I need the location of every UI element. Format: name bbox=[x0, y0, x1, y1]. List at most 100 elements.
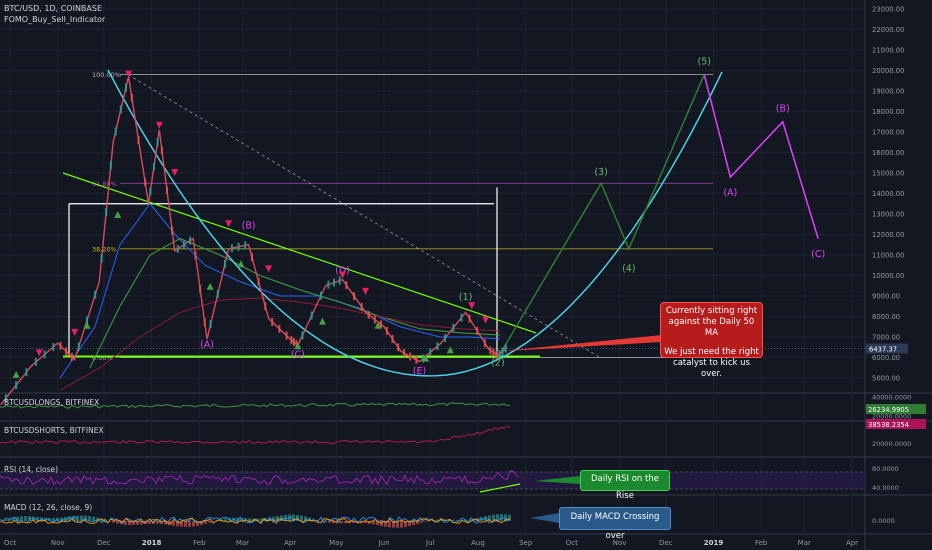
ma-callout-line: catalyst to kick us over. bbox=[673, 358, 750, 379]
macd-histogram-bar bbox=[352, 521, 355, 523]
ma-callout-line bbox=[663, 339, 760, 347]
candle-body bbox=[333, 278, 336, 287]
macd-histogram-bar bbox=[316, 519, 319, 521]
macd-histogram-bar bbox=[408, 521, 411, 527]
rsi-callout: Daily RSI on the Rise bbox=[580, 470, 670, 501]
candle-body bbox=[495, 350, 498, 359]
chart-symbol: BTC/USD, 1D, COINBASE bbox=[4, 4, 103, 13]
candle-body bbox=[345, 281, 348, 290]
macd-histogram-bar bbox=[44, 517, 47, 521]
macd-histogram-bar bbox=[424, 521, 427, 522]
macd-histogram-bar bbox=[32, 516, 35, 521]
longs-tick-label: 20000.0000 bbox=[872, 413, 911, 421]
candle-body bbox=[250, 253, 253, 262]
macd-signal-line bbox=[0, 517, 511, 525]
x-tick-label: Mar bbox=[798, 539, 811, 547]
macd-histogram-bar bbox=[300, 515, 303, 521]
wave-label: (C) bbox=[811, 249, 825, 260]
ma-callout: Currently sitting right against the Dail… bbox=[660, 302, 763, 379]
candle-body bbox=[290, 336, 293, 345]
macd-histogram-bar bbox=[452, 519, 455, 521]
candle-body bbox=[189, 236, 192, 245]
buy-signal bbox=[83, 321, 91, 329]
price-tick-label: 12000.00 bbox=[872, 231, 904, 239]
candle-body bbox=[489, 346, 492, 355]
wave-label: (A) bbox=[200, 339, 214, 350]
x-tick-label: Nov bbox=[51, 539, 65, 547]
candle-body bbox=[52, 342, 55, 351]
macd-histogram-bar bbox=[136, 521, 139, 525]
price-tick-label: 19000.00 bbox=[872, 88, 904, 96]
macd-histogram-bar bbox=[476, 518, 479, 521]
x-tick-label: Feb bbox=[755, 539, 768, 547]
candle-body bbox=[230, 244, 233, 253]
longs-line bbox=[0, 402, 511, 409]
candle-body bbox=[149, 187, 152, 196]
candle-body bbox=[85, 316, 88, 325]
macd-histogram-bar bbox=[488, 515, 491, 521]
macd-histogram-bar bbox=[324, 521, 327, 523]
candle-body bbox=[422, 354, 425, 363]
longs-value-tag bbox=[866, 404, 926, 414]
axes: Oct Nov Dec 2018 Feb Mar Apr May Jun Jul Aug Sep Oct… bbox=[4, 6, 926, 547]
macd-histogram-bar bbox=[92, 516, 95, 521]
candle-body bbox=[94, 290, 97, 299]
ma-green bbox=[89, 238, 501, 368]
candle-body bbox=[327, 280, 330, 289]
macd-histogram-bar bbox=[496, 514, 499, 521]
candle-body bbox=[264, 302, 267, 311]
shorts-value-tag bbox=[866, 419, 926, 429]
macd-histogram-bar bbox=[160, 521, 163, 525]
x-tick-label: Apr bbox=[284, 539, 296, 547]
macd-histogram-bar bbox=[60, 517, 63, 521]
candle-body bbox=[203, 318, 206, 327]
wave-label: (B) bbox=[776, 104, 790, 115]
macd-histogram-bar bbox=[132, 521, 135, 526]
candle-body bbox=[77, 342, 80, 351]
macd-histogram-bar bbox=[440, 519, 443, 521]
candle-body bbox=[199, 284, 202, 293]
fib-level-label: 61.80% bbox=[92, 180, 117, 188]
rsi-tick-label: 40.0000 bbox=[872, 484, 899, 492]
candle-body bbox=[182, 240, 185, 249]
sell-signal bbox=[338, 271, 346, 279]
wave-label: (E) bbox=[413, 366, 426, 377]
sell-signal bbox=[155, 121, 163, 129]
candle-body bbox=[176, 244, 179, 253]
price-tick-label: 11000.00 bbox=[872, 252, 904, 260]
macd-histogram-bar bbox=[412, 521, 415, 526]
x-tick-label: Apr bbox=[846, 539, 858, 547]
macd-histogram-bar bbox=[364, 521, 367, 524]
candle-body bbox=[429, 348, 432, 357]
x-tick-label: May bbox=[329, 539, 343, 547]
fib-level-label: 0.00% bbox=[92, 354, 113, 362]
candle-body bbox=[152, 162, 155, 171]
x-tick-label: Sep bbox=[519, 539, 533, 547]
macd-histogram-bar bbox=[16, 516, 19, 521]
fib-level-label: 100.00% bbox=[92, 71, 121, 79]
candle-body bbox=[301, 331, 304, 340]
candle-body bbox=[194, 251, 197, 260]
macd-histogram-bar bbox=[52, 518, 55, 521]
macd-histogram-bar bbox=[184, 521, 187, 527]
rsi-callout-pointer bbox=[535, 476, 580, 484]
candle-body bbox=[397, 343, 400, 352]
macd-histogram-bar bbox=[8, 518, 11, 521]
fibonacci-levels: 100.00% 61.80% 38.20% 0.00% bbox=[92, 71, 713, 362]
macd-histogram-bar bbox=[200, 521, 203, 525]
ma-callout-line: Currently sitting right bbox=[665, 306, 758, 316]
candle-body bbox=[360, 302, 363, 311]
candle-body bbox=[498, 350, 501, 359]
x-tick-label: Jul bbox=[425, 539, 435, 547]
macd-histogram-bar bbox=[80, 515, 83, 521]
macd-histogram-bar bbox=[116, 521, 119, 524]
fib-level-label: 38.20% bbox=[92, 245, 117, 253]
macd-histogram-bar bbox=[124, 521, 127, 525]
x-tick-label: Feb bbox=[193, 539, 206, 547]
macd-histogram-bar bbox=[72, 516, 75, 521]
macd-histogram-bar bbox=[292, 514, 295, 521]
candle-body bbox=[285, 331, 288, 340]
candle-body bbox=[59, 341, 62, 350]
candle-body bbox=[237, 242, 240, 251]
